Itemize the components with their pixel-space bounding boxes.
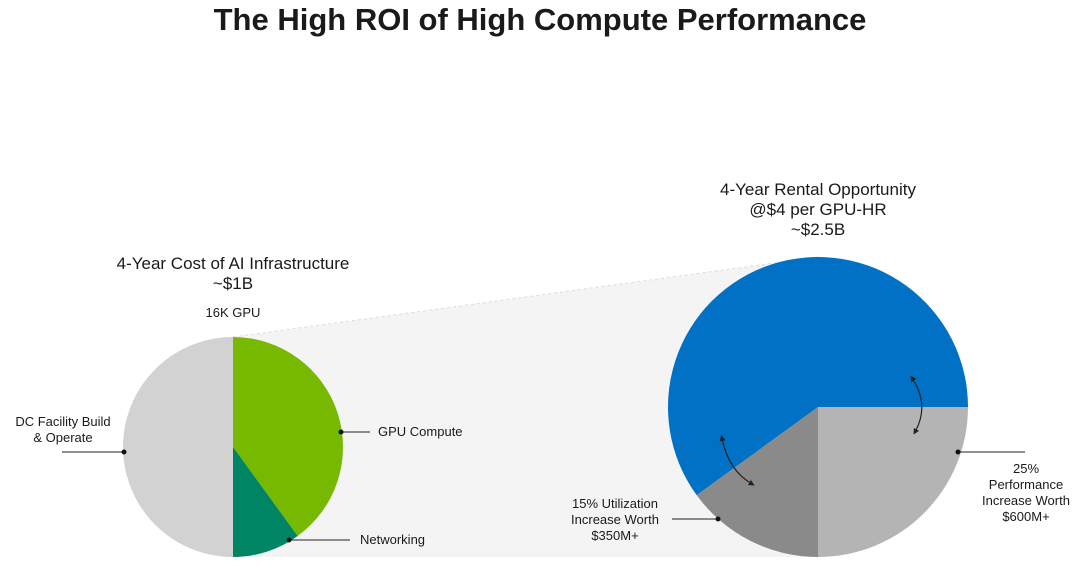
slice-label: DC Facility Build & Operate	[15, 414, 111, 445]
leader-dot	[715, 516, 721, 522]
slice-label: 25% Performance Increase Worth $600M+	[982, 461, 1070, 524]
pie-annotation: 16K GPU	[205, 305, 261, 320]
leader-dot	[955, 449, 961, 455]
pie-title: 4-Year Rental Opportunity	[720, 180, 916, 199]
connector-line	[232, 256, 819, 338]
pie-total: ~$2.5B	[790, 220, 846, 239]
pie-slice	[233, 447, 298, 557]
pie-slice	[818, 407, 968, 557]
curved-arrow	[719, 435, 755, 486]
connector-band	[233, 257, 818, 557]
slice-label: 15% Utilization Increase Worth $350M+	[571, 496, 659, 543]
pie-title: 4-Year Cost of AI Infrastructure	[116, 254, 350, 273]
pie-slice	[123, 337, 233, 557]
pie-slice	[696, 407, 818, 557]
pie-slice	[233, 337, 344, 536]
slice-label: Networking	[360, 532, 426, 547]
page-title: The High ROI of High Compute Performance	[213, 2, 867, 37]
pie-subtitle: @$4 per GPU-HR	[749, 200, 887, 219]
pie-total: ~$1B	[212, 274, 254, 293]
curved-arrow	[910, 375, 923, 435]
slice-label: GPU Compute	[378, 424, 463, 439]
leader-dot	[121, 449, 127, 455]
leader-dot	[338, 429, 344, 435]
leader-dot	[286, 537, 292, 543]
